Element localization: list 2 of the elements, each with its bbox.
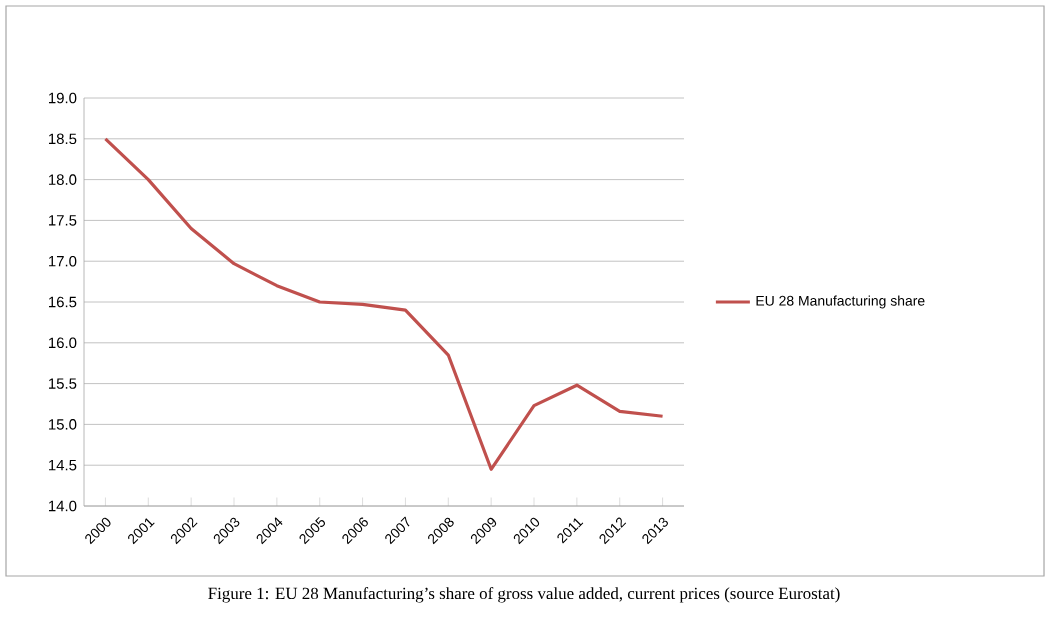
caption: Figure 1: EU 28 Manufacturing’s share of gross value added, current prices (source Eurostat) bbox=[208, 587, 840, 603]
line-series bbox=[103, 137, 665, 471]
